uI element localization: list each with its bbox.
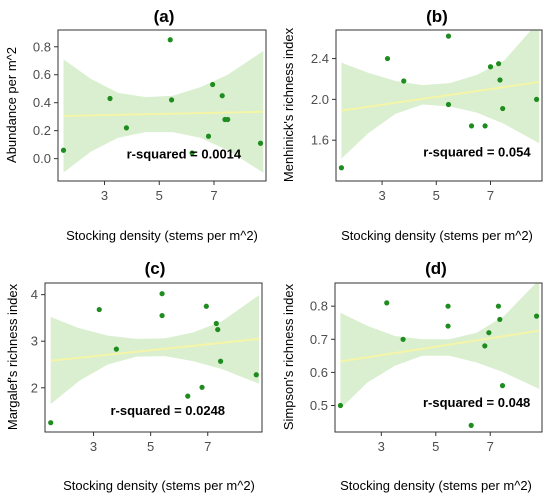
y-tick-label: 2: [31, 380, 38, 395]
data-point: [500, 383, 505, 388]
data-point: [258, 141, 263, 146]
data-point: [206, 134, 211, 139]
data-point: [168, 37, 173, 42]
x-tick-label: 5: [432, 439, 439, 454]
x-tick-label: 3: [378, 439, 385, 454]
r-squared-annotation: r-squared = 0.054: [423, 145, 531, 160]
confidence-band: [340, 280, 539, 409]
r-squared-annotation: r-squared = 0.0248: [111, 403, 226, 418]
data-point: [446, 34, 451, 39]
x-tick-label: 5: [433, 188, 440, 203]
panel-title: (d): [425, 259, 447, 278]
data-point: [445, 304, 450, 309]
x-tick-label: 7: [210, 188, 217, 203]
data-point: [97, 307, 102, 312]
r-squared-annotation: r-squared = 0.048: [423, 395, 530, 410]
data-point: [185, 394, 190, 399]
x-axis-label: Stocking density (stems per m^2): [341, 228, 533, 243]
x-tick-label: 7: [487, 188, 494, 203]
y-tick-label: 0.8: [310, 299, 328, 314]
data-point: [534, 97, 539, 102]
data-point: [220, 93, 225, 98]
y-tick-label: 0.7: [310, 332, 328, 347]
data-point: [497, 77, 502, 82]
data-point: [496, 304, 501, 309]
data-point: [488, 64, 493, 69]
data-point: [254, 372, 259, 377]
data-point: [225, 117, 230, 122]
data-point: [400, 337, 405, 342]
data-point: [107, 96, 112, 101]
data-point: [469, 423, 474, 428]
x-tick-label: 7: [204, 439, 211, 454]
r-squared-annotation: r-squared = 0.0014: [127, 147, 242, 162]
panel-b: 3 5 7 1.6 2.0 2.4 r-squared = 0.054 (b) Stocking…: [281, 7, 542, 243]
data-point: [497, 317, 502, 322]
y-tick-label: 0.6: [33, 67, 51, 82]
panel-title: (a): [154, 7, 175, 26]
data-point: [486, 330, 491, 335]
data-point: [169, 97, 174, 102]
panel-title: (b): [426, 7, 448, 26]
y-axis-label: Margalef's richness index: [5, 283, 20, 430]
data-point: [114, 347, 119, 352]
x-tick-label: 3: [90, 439, 97, 454]
y-tick-label: 0.6: [310, 365, 328, 380]
data-point: [218, 359, 223, 364]
confidence-band: [341, 21, 539, 159]
data-point: [482, 343, 487, 348]
y-tick-label: 0.8: [33, 39, 51, 54]
data-point: [446, 102, 451, 107]
panel-c: 3 5 7 2 3 4 r-squared = 0.0248 (c) Stocking dens…: [5, 259, 262, 493]
y-tick-label: 2.0: [311, 92, 329, 107]
data-point: [124, 125, 129, 130]
data-point: [445, 323, 450, 328]
data-point: [469, 123, 474, 128]
y-tick-label: 1.6: [311, 133, 329, 148]
panel-a: 3 5 7 0.0 0.2 0.4 0.6 0.8 r-squared = 0.0014 (a) S…: [4, 7, 266, 243]
x-tick-label: 3: [101, 188, 108, 203]
y-axis-label: Abundance per m^2: [4, 47, 19, 163]
data-point: [384, 300, 389, 305]
x-tick-label: 5: [147, 439, 154, 454]
data-point: [401, 78, 406, 83]
data-point: [534, 314, 539, 319]
y-tick-label: 0.0: [33, 151, 51, 166]
panel-title: (c): [145, 259, 166, 278]
data-point: [214, 321, 219, 326]
data-point: [159, 291, 164, 296]
y-tick-label: 3: [31, 334, 38, 349]
y-tick-label: 0.4: [33, 95, 51, 110]
x-tick-label: 7: [487, 439, 494, 454]
data-point: [496, 61, 501, 66]
data-point: [210, 82, 215, 87]
data-point: [482, 123, 487, 128]
x-axis-label: Stocking density (stems per m^2): [63, 478, 255, 493]
y-tick-label: 4: [31, 287, 38, 302]
data-point: [500, 106, 505, 111]
x-axis-label: Stocking density (stems per m^2): [66, 228, 258, 243]
data-point: [204, 304, 209, 309]
y-tick-label: 2.4: [311, 51, 329, 66]
data-point: [48, 420, 53, 425]
data-point: [61, 148, 66, 153]
data-point: [385, 56, 390, 61]
data-point: [199, 385, 204, 390]
data-point: [338, 403, 343, 408]
panel-d: 3 5 7 0.5 0.6 0.7 0.8 r-squared = 0.048 (d) Stock…: [281, 259, 542, 493]
data-point: [215, 327, 220, 332]
y-tick-label: 0.2: [33, 123, 51, 138]
x-axis-label: Stocking density (stems per m^2): [340, 478, 532, 493]
data-point: [159, 313, 164, 318]
x-tick-label: 5: [156, 188, 163, 203]
y-axis-label: Simpson's richness index: [281, 283, 296, 430]
y-tick-label: 0.5: [310, 398, 328, 413]
y-axis-label: Menhinick's richness index: [281, 27, 296, 182]
data-point: [339, 165, 344, 170]
x-tick-label: 3: [378, 188, 385, 203]
